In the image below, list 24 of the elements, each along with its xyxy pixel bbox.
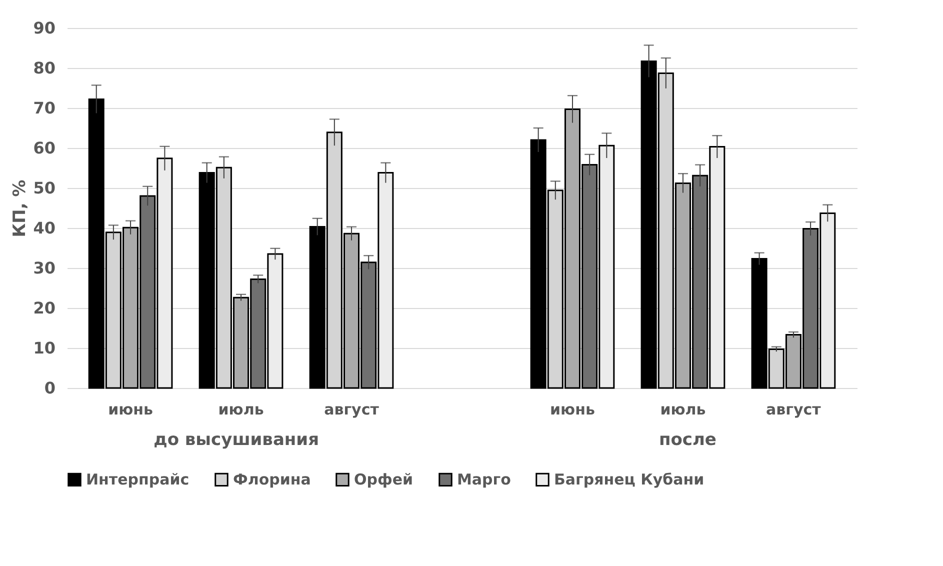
y-axis-title: КП, % — [10, 180, 30, 238]
x-tick-label: июнь — [550, 400, 595, 418]
y-tick-label: 40 — [33, 218, 56, 238]
y-tick-label: 90 — [33, 18, 56, 38]
legend-label: Багрянец Кубани — [554, 470, 704, 489]
x-tick-label: июль — [660, 400, 706, 418]
y-tick-label: 0 — [44, 378, 56, 398]
y-tick-label: 70 — [33, 98, 56, 118]
legend-label: Орфей — [354, 470, 414, 489]
y-tick-label: 20 — [33, 298, 56, 318]
legend-label: Интерпрайс — [86, 470, 190, 489]
x-tick-label: август — [324, 400, 380, 418]
y-tick-label: 80 — [33, 58, 56, 78]
legend-label: Флорина — [233, 470, 311, 489]
x-tick-label: июнь — [108, 400, 154, 418]
y-tick-label: 30 — [33, 258, 56, 278]
text: до высушивания — [154, 430, 319, 450]
legend-label: Марго — [457, 470, 511, 489]
y-tick-label: 60 — [33, 138, 56, 158]
x-tick-label: июль — [218, 400, 264, 418]
y-tick-label: 10 — [33, 338, 56, 358]
y-tick-label: 50 — [33, 178, 56, 198]
text: после — [658, 430, 716, 450]
x-tick-label: август — [766, 400, 822, 418]
